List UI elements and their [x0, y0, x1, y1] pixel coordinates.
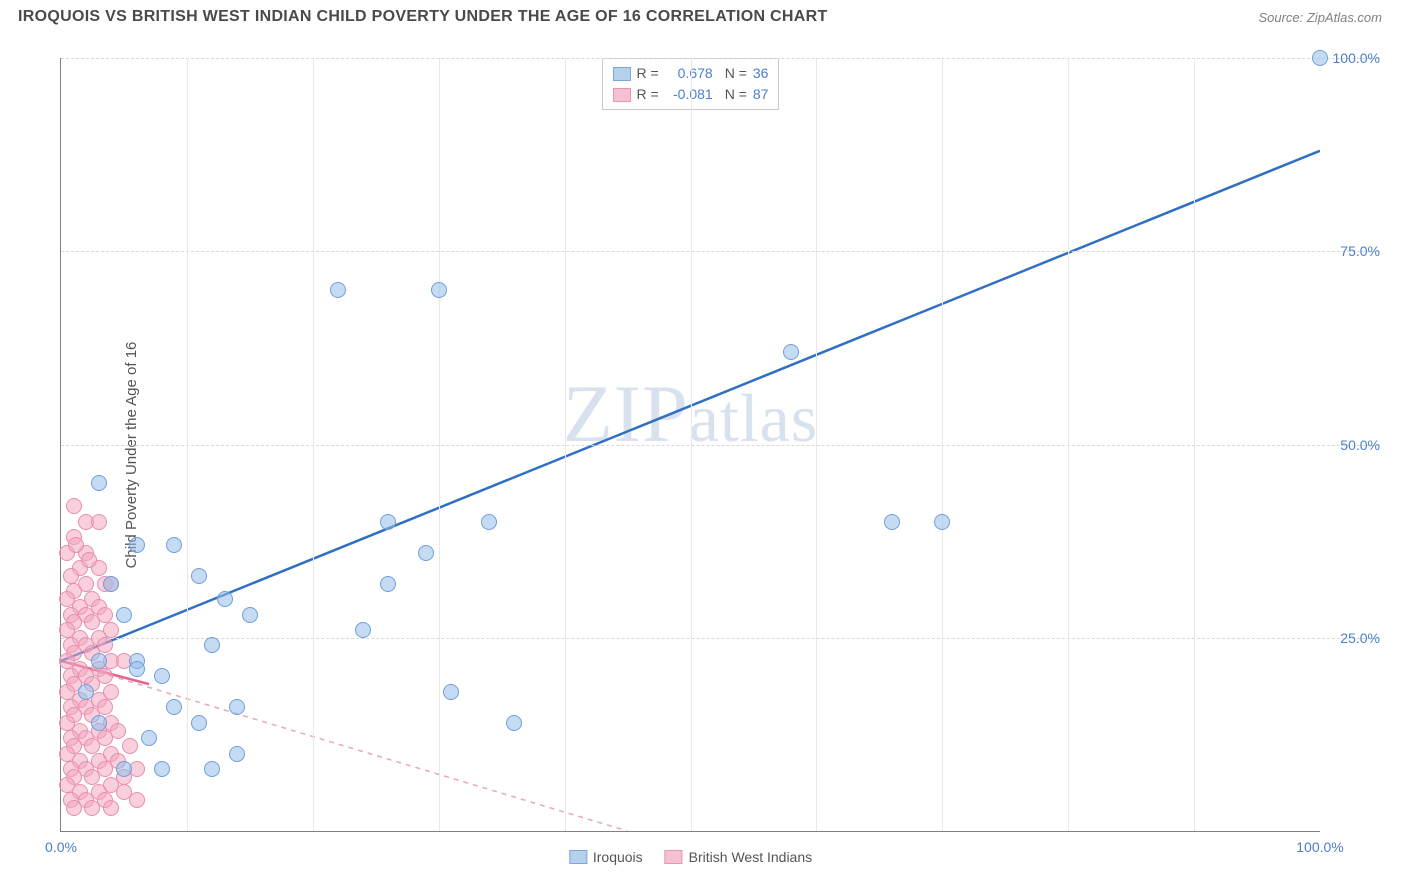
point-iroquois: [116, 607, 132, 623]
gridline-vertical: [313, 58, 314, 831]
legend-label: Iroquois: [593, 849, 643, 865]
point-iroquois: [443, 684, 459, 700]
point-iroquois: [78, 684, 94, 700]
point-iroquois: [204, 637, 220, 653]
scatter-plot: ZIPatlas R = 0.678 N = 36 R = -0.081 N =…: [60, 58, 1320, 832]
point-iroquois: [129, 537, 145, 553]
bottom-legend: Iroquois British West Indians: [569, 849, 812, 865]
point-bwi: [84, 614, 100, 630]
gridline-horizontal: [61, 251, 1380, 252]
n-value: 36: [753, 63, 769, 84]
gridline-vertical: [187, 58, 188, 831]
point-iroquois: [380, 514, 396, 530]
r-value: -0.081: [665, 84, 713, 105]
point-iroquois: [506, 715, 522, 731]
point-bwi: [68, 537, 84, 553]
r-label: R =: [637, 63, 659, 84]
point-bwi: [84, 769, 100, 785]
point-iroquois: [116, 761, 132, 777]
point-iroquois: [154, 668, 170, 684]
n-label: N =: [725, 84, 747, 105]
point-bwi: [63, 568, 79, 584]
point-bwi: [129, 792, 145, 808]
source-name: ZipAtlas.com: [1307, 10, 1382, 25]
point-iroquois: [380, 576, 396, 592]
point-iroquois: [129, 661, 145, 677]
point-iroquois: [355, 622, 371, 638]
point-iroquois: [229, 699, 245, 715]
r-value: 0.678: [665, 63, 713, 84]
y-tick-label: 100.0%: [1325, 50, 1380, 66]
legend-item-bwi: British West Indians: [665, 849, 812, 865]
gridline-vertical: [816, 58, 817, 831]
point-iroquois: [91, 475, 107, 491]
point-iroquois: [141, 730, 157, 746]
point-iroquois: [154, 761, 170, 777]
chart-title: IROQUOIS VS BRITISH WEST INDIAN CHILD PO…: [18, 8, 828, 26]
point-iroquois: [103, 576, 119, 592]
point-bwi: [81, 552, 97, 568]
swatch-blue-icon: [569, 850, 587, 864]
legend-label: British West Indians: [689, 849, 812, 865]
y-tick-label: 50.0%: [1325, 437, 1380, 453]
swatch-blue-icon: [613, 67, 631, 81]
point-bwi: [91, 514, 107, 530]
x-tick-label: 0.0%: [45, 839, 77, 855]
point-bwi: [66, 498, 82, 514]
gridline-vertical: [691, 58, 692, 831]
chart-container: Child Poverty Under the Age of 16 ZIPatl…: [18, 36, 1388, 874]
point-iroquois: [242, 607, 258, 623]
gridline-vertical: [942, 58, 943, 831]
gridline-horizontal: [61, 445, 1380, 446]
point-iroquois: [481, 514, 497, 530]
swatch-pink-icon: [613, 88, 631, 102]
point-iroquois: [91, 653, 107, 669]
point-iroquois: [191, 715, 207, 731]
gridline-vertical: [1194, 58, 1195, 831]
point-iroquois: [191, 568, 207, 584]
point-iroquois: [217, 591, 233, 607]
gridline-vertical: [439, 58, 440, 831]
source-label: Source:: [1258, 10, 1306, 25]
point-iroquois: [418, 545, 434, 561]
gridline-horizontal: [61, 638, 1380, 639]
point-iroquois: [884, 514, 900, 530]
y-tick-label: 25.0%: [1325, 630, 1380, 646]
r-label: R =: [637, 84, 659, 105]
point-bwi: [122, 738, 138, 754]
point-iroquois: [1312, 50, 1328, 66]
point-bwi: [66, 800, 82, 816]
legend-item-iroquois: Iroquois: [569, 849, 643, 865]
point-bwi: [84, 738, 100, 754]
point-bwi: [84, 800, 100, 816]
y-tick-label: 75.0%: [1325, 243, 1380, 259]
n-label: N =: [725, 63, 747, 84]
point-iroquois: [229, 746, 245, 762]
point-iroquois: [783, 344, 799, 360]
point-iroquois: [91, 715, 107, 731]
point-iroquois: [431, 282, 447, 298]
point-iroquois: [934, 514, 950, 530]
point-iroquois: [166, 699, 182, 715]
x-tick-label: 100.0%: [1296, 839, 1343, 855]
point-iroquois: [204, 761, 220, 777]
source-attribution: Source: ZipAtlas.com: [1258, 10, 1382, 25]
gridline-vertical: [565, 58, 566, 831]
n-value: 87: [753, 84, 769, 105]
gridline-horizontal: [61, 58, 1380, 59]
gridline-vertical: [1068, 58, 1069, 831]
point-bwi: [110, 723, 126, 739]
point-iroquois: [166, 537, 182, 553]
point-iroquois: [330, 282, 346, 298]
point-bwi: [103, 800, 119, 816]
swatch-pink-icon: [665, 850, 683, 864]
